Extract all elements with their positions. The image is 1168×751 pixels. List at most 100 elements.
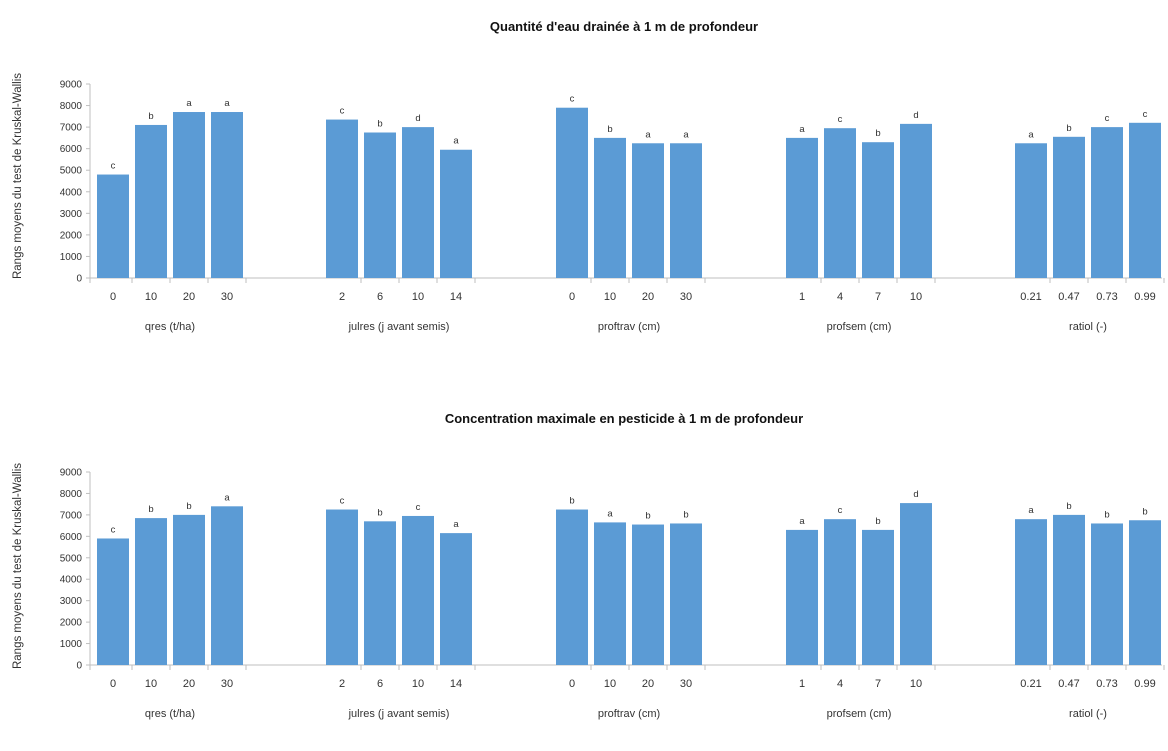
bar: [364, 132, 396, 278]
significance-letter: c: [838, 505, 843, 516]
y-tick-label: 4000: [60, 575, 83, 586]
x-tick-label: 20: [642, 678, 654, 690]
x-tick-label: 2: [339, 291, 345, 303]
significance-letter: c: [1105, 113, 1110, 124]
y-tick-label: 4000: [60, 187, 83, 198]
y-tick-label: 0: [76, 661, 82, 672]
significance-letter: a: [607, 508, 613, 519]
x-tick-label: 7: [875, 678, 881, 690]
significance-letter: d: [415, 113, 420, 124]
y-tick-label: 3000: [60, 209, 83, 220]
y-tick-label: 9000: [60, 80, 83, 91]
significance-letter: c: [570, 94, 575, 105]
significance-letter: b: [377, 119, 382, 130]
y-tick-label: 8000: [60, 101, 83, 112]
y-tick-label: 7000: [60, 510, 83, 521]
group-label: qres (t/ha): [145, 321, 195, 333]
y-tick-label: 1000: [60, 252, 83, 263]
bar: [900, 123, 932, 278]
x-tick-label: 10: [412, 291, 424, 303]
bar: [135, 518, 167, 665]
x-tick-label: 0: [110, 678, 116, 690]
y-tick-label: 7000: [60, 123, 83, 134]
group-label: qres (t/ha): [145, 708, 195, 720]
bar: [402, 127, 434, 278]
bar: [786, 529, 818, 665]
significance-letter: d: [913, 489, 918, 500]
significance-letter: d: [913, 110, 918, 121]
x-tick-label: 30: [680, 291, 692, 303]
x-tick-label: 10: [145, 291, 157, 303]
bar: [173, 514, 205, 665]
group-label: ratiol (-): [1069, 321, 1107, 333]
bar: [632, 143, 664, 278]
y-tick-label: 0: [76, 274, 82, 285]
y-tick-label: 3000: [60, 596, 83, 607]
x-tick-label: 20: [183, 291, 195, 303]
bar: [1015, 519, 1047, 665]
x-tick-label: 30: [221, 678, 233, 690]
significance-letter: b: [875, 516, 880, 527]
significance-letter: a: [799, 124, 805, 135]
group-label: proftrav (cm): [598, 321, 660, 333]
group-label: proftrav (cm): [598, 708, 660, 720]
x-tick-label: 30: [221, 291, 233, 303]
significance-letter: a: [186, 98, 192, 109]
significance-letter: a: [453, 136, 459, 147]
significance-letter: c: [416, 502, 421, 513]
significance-letter: a: [1028, 129, 1034, 140]
bar: [670, 523, 702, 665]
significance-letter: b: [683, 509, 688, 520]
x-tick-label: 1: [799, 678, 805, 690]
bar: [556, 107, 588, 278]
y-tick-label: 9000: [60, 468, 83, 479]
x-tick-label: 0: [569, 678, 575, 690]
chart-title: Quantité d'eau drainée à 1 m de profonde…: [490, 19, 758, 34]
bar: [632, 524, 664, 665]
y-tick-label: 8000: [60, 489, 83, 500]
x-tick-label: 0.99: [1134, 291, 1155, 303]
bar: [1129, 520, 1161, 665]
x-tick-label: 0.21: [1020, 291, 1041, 303]
chart-panel-drainage: Quantité d'eau drainée à 1 m de profonde…: [12, 19, 1165, 333]
significance-letter: a: [224, 492, 230, 503]
y-tick-label: 6000: [60, 532, 83, 543]
x-tick-label: 10: [145, 678, 157, 690]
x-tick-label: 10: [910, 678, 922, 690]
x-tick-label: 4: [837, 678, 843, 690]
significance-letter: b: [377, 507, 382, 518]
bar: [97, 174, 129, 278]
x-tick-label: 2: [339, 678, 345, 690]
x-tick-label: 10: [604, 291, 616, 303]
x-tick-label: 10: [604, 678, 616, 690]
significance-letter: c: [1143, 109, 1148, 120]
x-tick-label: 0.73: [1096, 291, 1117, 303]
significance-letter: b: [1066, 123, 1071, 134]
significance-letter: b: [645, 511, 650, 522]
x-tick-label: 14: [450, 678, 462, 690]
x-tick-label: 10: [412, 678, 424, 690]
bar: [440, 149, 472, 278]
significance-letter: b: [875, 128, 880, 139]
bar: [135, 124, 167, 278]
x-tick-label: 0.47: [1058, 291, 1079, 303]
x-tick-label: 14: [450, 291, 462, 303]
x-tick-label: 0: [110, 291, 116, 303]
bar: [364, 521, 396, 665]
significance-letter: b: [569, 496, 574, 507]
y-axis-label: Rangs moyens du test de Kruskal-Wallis: [12, 73, 24, 279]
group-label: profsem (cm): [827, 321, 892, 333]
bar: [1091, 523, 1123, 665]
bar: [786, 137, 818, 278]
bar: [824, 128, 856, 278]
x-tick-label: 0.47: [1058, 678, 1079, 690]
significance-letter: b: [148, 111, 153, 122]
x-tick-label: 20: [642, 291, 654, 303]
bar: [594, 522, 626, 665]
x-tick-label: 4: [837, 291, 843, 303]
significance-letter: a: [799, 516, 805, 527]
group-label: julres (j avant semis): [348, 321, 450, 333]
bar: [824, 519, 856, 665]
significance-letter: a: [645, 129, 651, 140]
